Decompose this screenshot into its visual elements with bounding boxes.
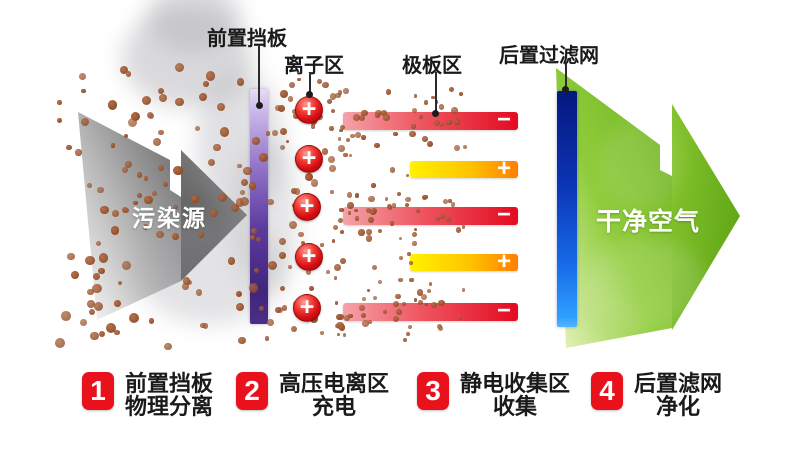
collector-plate-negative: − [343, 299, 518, 323]
pointer-line [258, 46, 260, 104]
collector-plate-positive: + [410, 156, 518, 180]
step-label: 高压电离区 充电 [279, 372, 389, 418]
minus-sign: − [496, 201, 511, 229]
collector-plate-negative: − [343, 108, 518, 132]
legend-step-1: 1 前置挡板 物理分离 [82, 372, 213, 418]
rear-filter-label: 后置过滤网 [499, 45, 599, 67]
step-label-line1: 前置挡板 [125, 371, 214, 396]
pointer-dot [256, 102, 263, 109]
front-baffle-label: 前置挡板 [207, 28, 287, 50]
step-label: 后置滤网 净化 [634, 372, 722, 418]
ion-plus-circle: + [293, 193, 321, 221]
pointer-line [309, 72, 311, 93]
pointer-dot [432, 110, 439, 117]
ion-plus-circle: + [293, 294, 321, 322]
clean-air-arrow-head [672, 104, 740, 330]
pointer-dot [306, 91, 313, 98]
pointer-dot [562, 86, 569, 93]
step-label-line2: 充电 [312, 394, 357, 419]
legend-step-2: 2 高压电离区 充电 [236, 372, 389, 418]
collector-plate-positive: + [410, 249, 518, 273]
pollution-source-label: 污染源 [132, 205, 207, 231]
clean-air-arrow-body [556, 68, 672, 348]
step-label: 前置挡板 物理分离 [125, 372, 213, 418]
legend-step-3: 3 静电收集区 收集 [417, 372, 570, 418]
legend-step-4: 4 后置滤网 净化 [591, 372, 722, 418]
plus-sign: + [496, 154, 511, 182]
minus-sign: − [496, 106, 511, 134]
pointer-line [565, 62, 567, 88]
ion-zone-label: 离子区 [284, 55, 344, 77]
clean-air-label: 干净空气 [596, 208, 701, 236]
pre-baffle-bar [250, 89, 268, 324]
step-label-line1: 后置滤网 [634, 371, 723, 396]
step-number-badge: 4 [591, 372, 623, 410]
step-number-badge: 3 [417, 372, 449, 410]
step-number-badge: 2 [236, 372, 268, 410]
pointer-line [435, 72, 437, 112]
step-label: 静电收集区 收集 [460, 372, 570, 418]
ion-plus-circle: + [295, 145, 323, 173]
step-label-line1: 静电收集区 [460, 371, 571, 396]
step-label-line1: 高压电离区 [279, 371, 390, 396]
collector-plate-negative: − [343, 203, 518, 227]
minus-sign: − [496, 297, 511, 325]
step-label-line2: 收集 [493, 394, 538, 419]
rear-filter-bar [557, 91, 577, 327]
plate-zone-label: 极板区 [402, 55, 462, 77]
step-label-line2: 净化 [656, 394, 701, 419]
ion-plus-circle: + [295, 96, 323, 124]
step-label-line2: 物理分离 [125, 394, 214, 419]
ion-plus-circle: + [295, 243, 323, 271]
step-number-badge: 1 [82, 372, 114, 410]
plus-sign: + [496, 247, 511, 275]
